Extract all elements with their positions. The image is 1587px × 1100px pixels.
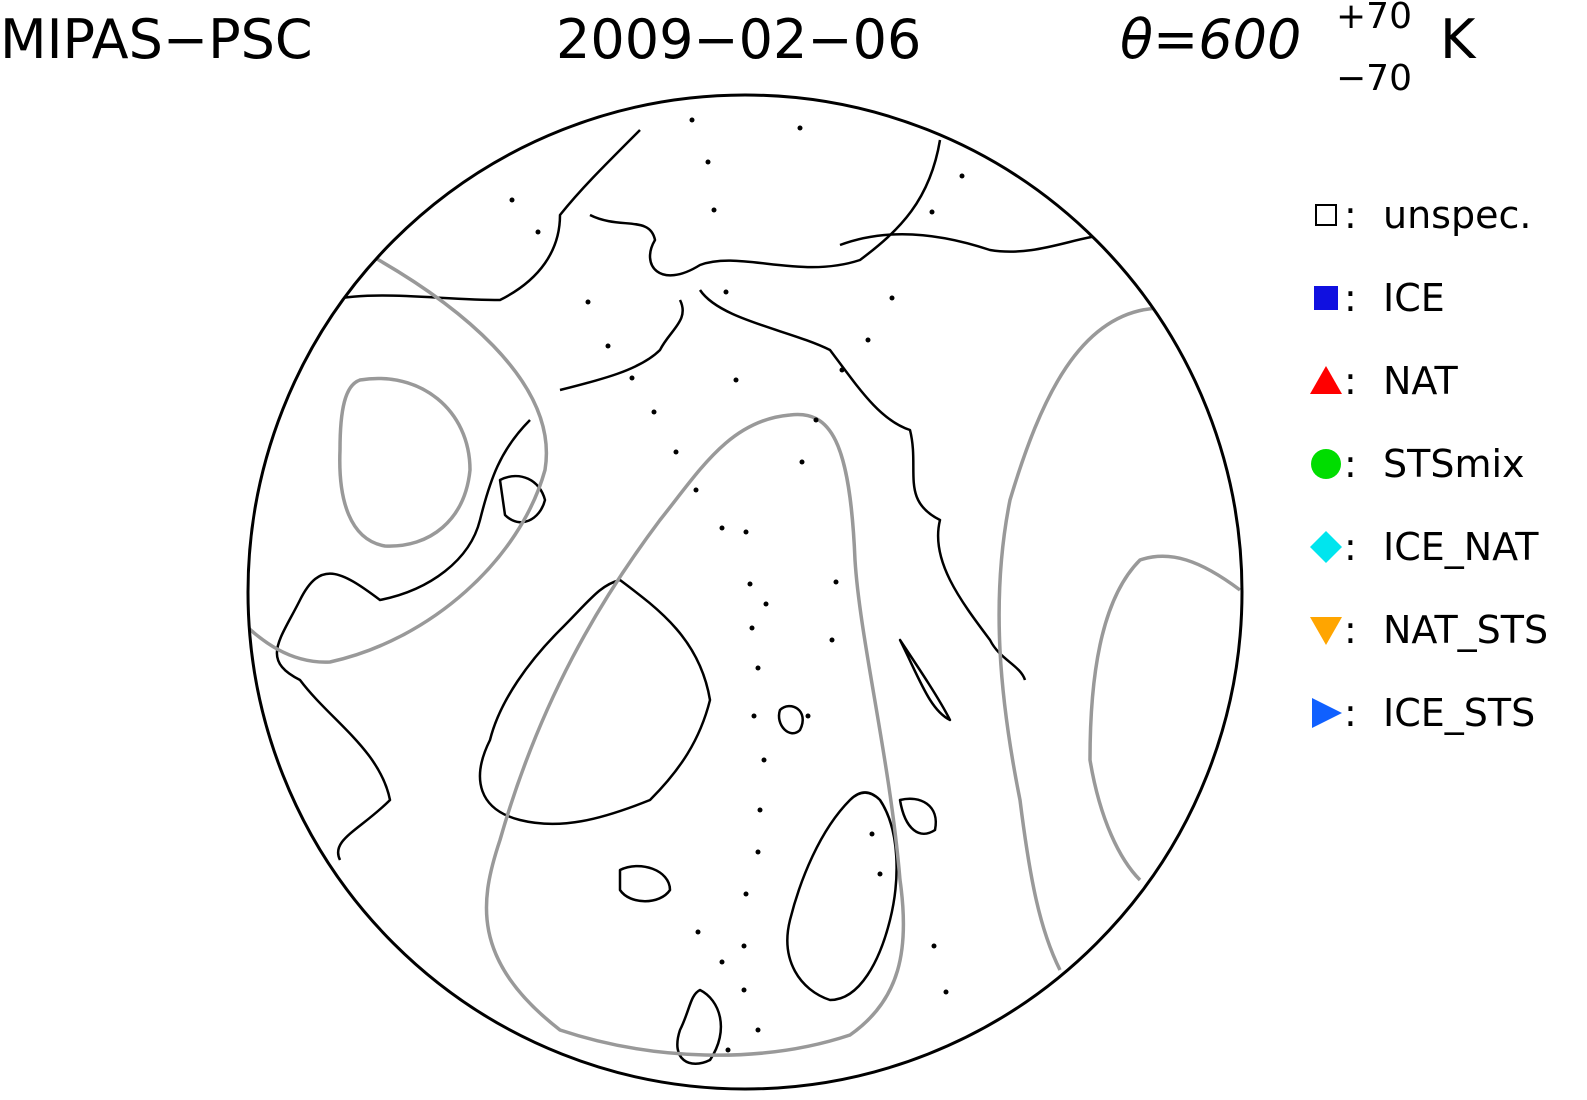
- measurement-dot: [755, 1027, 761, 1033]
- legend-marker: [1310, 531, 1342, 563]
- legend-marker: [1312, 698, 1342, 728]
- measurement-dot: [755, 849, 761, 855]
- measurement-dot: [535, 229, 541, 235]
- measurement-dot: [693, 487, 699, 493]
- measurement-dot: [733, 377, 739, 383]
- measurement-dot: [813, 417, 819, 423]
- map-border: [246, 93, 1244, 1091]
- measurement-dot: [585, 299, 591, 305]
- measurement-dot: [959, 173, 965, 179]
- measurement-dot: [689, 117, 695, 123]
- legend-separator: :: [1344, 608, 1357, 652]
- measurement-dot: [725, 1047, 731, 1053]
- legend-marker: [1310, 617, 1342, 645]
- measurement-dots: [509, 117, 965, 1053]
- legend-marker: [1311, 449, 1341, 479]
- contours: [248, 253, 1242, 1057]
- measurement-dot: [719, 959, 725, 965]
- measurement-dot: [711, 207, 717, 213]
- measurement-dot: [805, 713, 811, 719]
- measurement-dot: [763, 601, 769, 607]
- measurement-dot: [943, 989, 949, 995]
- measurement-dot: [877, 871, 883, 877]
- legend-separator: :: [1344, 442, 1357, 486]
- legend-separator: :: [1344, 525, 1357, 569]
- coastlines: [275, 129, 1141, 1065]
- legend-label: NAT: [1383, 359, 1458, 403]
- measurement-dot: [755, 665, 761, 671]
- measurement-dot: [757, 807, 763, 813]
- measurement-dot: [695, 929, 701, 935]
- legend-marker: [1315, 204, 1337, 226]
- date-title: 2009−02−06: [556, 8, 921, 71]
- legend-separator: :: [1344, 276, 1357, 320]
- measurement-dot: [931, 943, 937, 949]
- measurement-dot: [741, 943, 747, 949]
- legend-label: ICE_NAT: [1383, 525, 1539, 569]
- measurement-dot: [629, 375, 635, 381]
- legend-separator: :: [1344, 193, 1357, 237]
- map-area: [248, 117, 1242, 1065]
- measurement-dot: [747, 581, 753, 587]
- measurement-dot: [751, 713, 757, 719]
- measurement-dot: [799, 459, 805, 465]
- measurement-dot: [865, 337, 871, 343]
- measurement-dot: [705, 159, 711, 165]
- legend-label: unspec.: [1383, 193, 1531, 237]
- measurement-dot: [743, 891, 749, 897]
- measurement-dot: [839, 367, 845, 373]
- measurement-dot: [605, 343, 611, 349]
- legend-marker: [1314, 286, 1338, 310]
- measurement-dot: [833, 579, 839, 585]
- theta-unit: K: [1440, 8, 1477, 71]
- measurement-dot: [829, 637, 835, 643]
- legend-label: ICE: [1383, 276, 1445, 320]
- measurement-dot: [651, 409, 657, 415]
- legend-separator: :: [1344, 691, 1357, 735]
- measurement-dot: [719, 525, 725, 531]
- measurement-dot: [743, 529, 749, 535]
- legend-marker: [1310, 366, 1342, 394]
- measurement-dot: [723, 289, 729, 295]
- theta-upper: +70: [1336, 0, 1412, 37]
- measurement-dot: [761, 757, 767, 763]
- measurement-dot: [749, 625, 755, 631]
- measurement-dot: [509, 197, 515, 203]
- measurement-dot: [869, 831, 875, 837]
- measurement-dot: [797, 125, 803, 131]
- theta-title: θ=600: [1120, 8, 1301, 71]
- theta-lower: −70: [1336, 58, 1412, 99]
- legend-separator: :: [1344, 359, 1357, 403]
- measurement-dot: [929, 209, 935, 215]
- measurement-dot: [741, 987, 747, 993]
- legend-label: STSmix: [1383, 442, 1525, 486]
- measurement-dot: [889, 295, 895, 301]
- instrument-title: MIPAS−PSC: [0, 8, 313, 71]
- legend-label: NAT_STS: [1383, 608, 1548, 652]
- measurement-dot: [673, 449, 679, 455]
- legend: : unspec.: ICE: NAT: STSmix: ICE_NAT: NAT_STS:…: [1310, 193, 1548, 735]
- legend-label: ICE_STS: [1383, 691, 1535, 735]
